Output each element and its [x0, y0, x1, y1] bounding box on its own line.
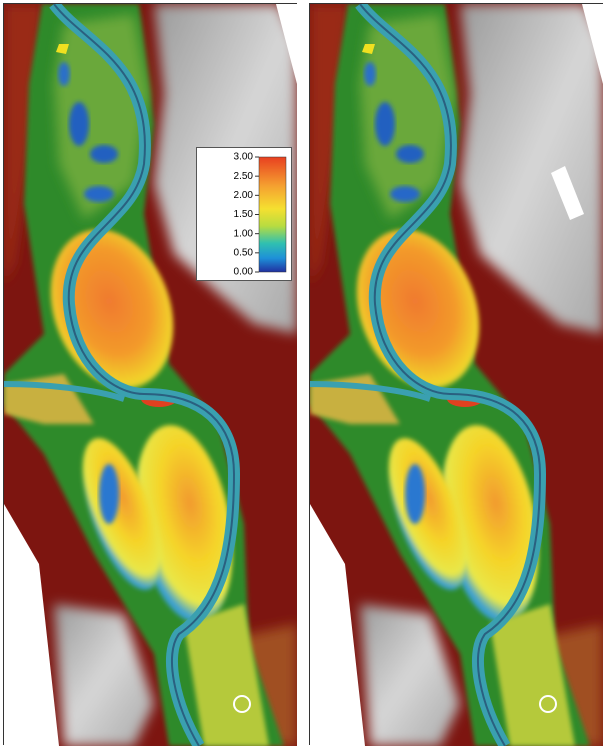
- legend-tick-label: 3.00: [234, 152, 254, 163]
- legend-color-bar: [258, 156, 287, 273]
- legend-tick-label: 1.50: [234, 209, 254, 220]
- legend-tick-label: 0.00: [234, 267, 254, 278]
- legend-tick-label: 1.00: [234, 228, 254, 239]
- flood-map-right: [310, 4, 603, 746]
- legend-tick-label: 0.50: [234, 247, 254, 258]
- flood-map-left: [4, 4, 297, 746]
- no-data-patch: [551, 166, 584, 220]
- legend: 3.00 2.50 2.00 1.50 1.00 0.50 0.00: [196, 147, 292, 281]
- legend-tick-label: 2.50: [234, 171, 254, 182]
- legend-tick-label: 2.00: [234, 190, 254, 201]
